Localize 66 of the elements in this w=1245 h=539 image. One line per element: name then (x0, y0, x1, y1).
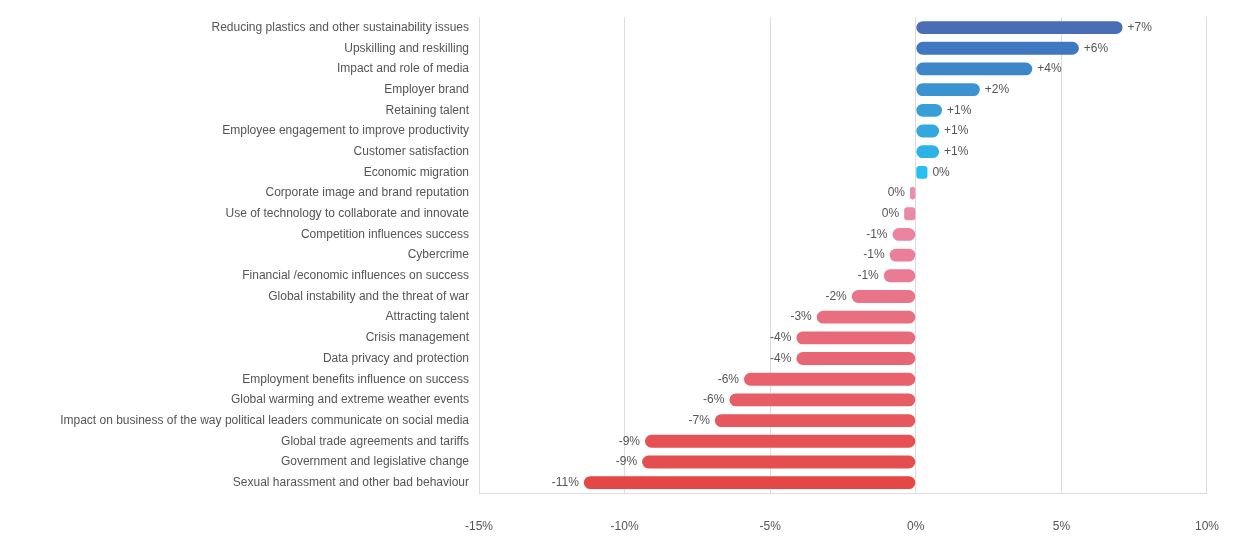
y-tick-label: Global trade agreements and tariffs (281, 433, 469, 448)
y-tick-label: Retaining talent (385, 102, 470, 117)
data-label: +4% (1037, 61, 1062, 76)
x-tick-label: -10% (610, 518, 639, 533)
data-label: +2% (984, 81, 1010, 96)
data-label: -4% (770, 330, 792, 345)
bar (583, 476, 916, 490)
y-tick-label: Government and legislative change (280, 454, 470, 469)
bar (743, 372, 916, 386)
data-label: -9% (618, 433, 641, 448)
data-label: -11% (551, 474, 580, 489)
bar (851, 290, 916, 303)
data-label: -4% (770, 350, 792, 365)
data-label: 0% (887, 185, 906, 200)
y-tick-label: Attracting talent (385, 309, 470, 324)
data-label: +1% (944, 123, 969, 138)
bar (796, 352, 916, 365)
x-tick-label: -15% (464, 518, 494, 533)
data-label: 0% (881, 206, 900, 221)
data-label: +7% (1127, 19, 1153, 34)
bar (916, 83, 980, 97)
y-tick-label: Employer brand (384, 81, 469, 96)
data-label: -1% (857, 268, 880, 283)
y-tick-label: Data privacy and protection (322, 350, 469, 365)
data-label: -6% (717, 371, 740, 386)
bar (916, 41, 1079, 55)
x-tick-label: 0% (907, 518, 925, 533)
y-tick-label: Corporate image and brand reputation (265, 185, 469, 200)
bar (916, 62, 1033, 76)
bar (916, 21, 1123, 34)
x-tick-label: 10% (1194, 518, 1220, 533)
bar (644, 434, 916, 448)
x-tick-label: 5% (1052, 518, 1071, 533)
y-tick-label: Employment benefits influence on success (242, 371, 469, 386)
data-label: 0% (932, 164, 951, 179)
data-label: -2% (825, 288, 848, 303)
y-tick-label: Upskilling and reskilling (344, 40, 469, 55)
bar (642, 455, 916, 469)
y-tick-label: Global instability and the threat of war (268, 288, 469, 303)
y-tick-label: Impact on business of the way political leaders communicate on social media (60, 412, 470, 427)
data-label: -6% (703, 392, 725, 407)
data-label: +6% (1083, 40, 1109, 55)
y-tick-label: Impact and role of media (336, 61, 470, 76)
data-label: -3% (790, 309, 813, 324)
bar (714, 414, 916, 428)
data-label: -1% (863, 247, 885, 262)
y-tick-label: Competition influences success (300, 226, 469, 241)
y-tick-label: Economic migration (363, 164, 469, 179)
x-tick-label: -5% (759, 518, 782, 533)
bar (816, 310, 916, 324)
data-label: -7% (688, 412, 711, 427)
bar (796, 331, 916, 345)
data-label: -1% (866, 226, 888, 241)
y-tick-label: Employee engagement to improve productivity (222, 123, 469, 138)
y-tick-label: Customer satisfaction (353, 143, 469, 158)
bar (729, 393, 916, 407)
y-tick-label: Cybercrime (407, 247, 470, 262)
y-tick-label: Sexual harassment and other bad behaviour (232, 474, 469, 489)
data-label: -9% (615, 454, 638, 469)
y-tick-label: Global warming and extreme weather events (230, 392, 469, 407)
y-tick-label: Crisis management (365, 330, 470, 345)
y-tick-label: Financial /economic influences on success (242, 268, 469, 283)
y-tick-label: Use of technology to collaborate and innovate (225, 206, 470, 221)
data-label: +1% (944, 143, 969, 158)
data-label: +1% (947, 102, 972, 117)
y-tick-label: Reducing plastics and other sustainability issues (211, 19, 469, 34)
